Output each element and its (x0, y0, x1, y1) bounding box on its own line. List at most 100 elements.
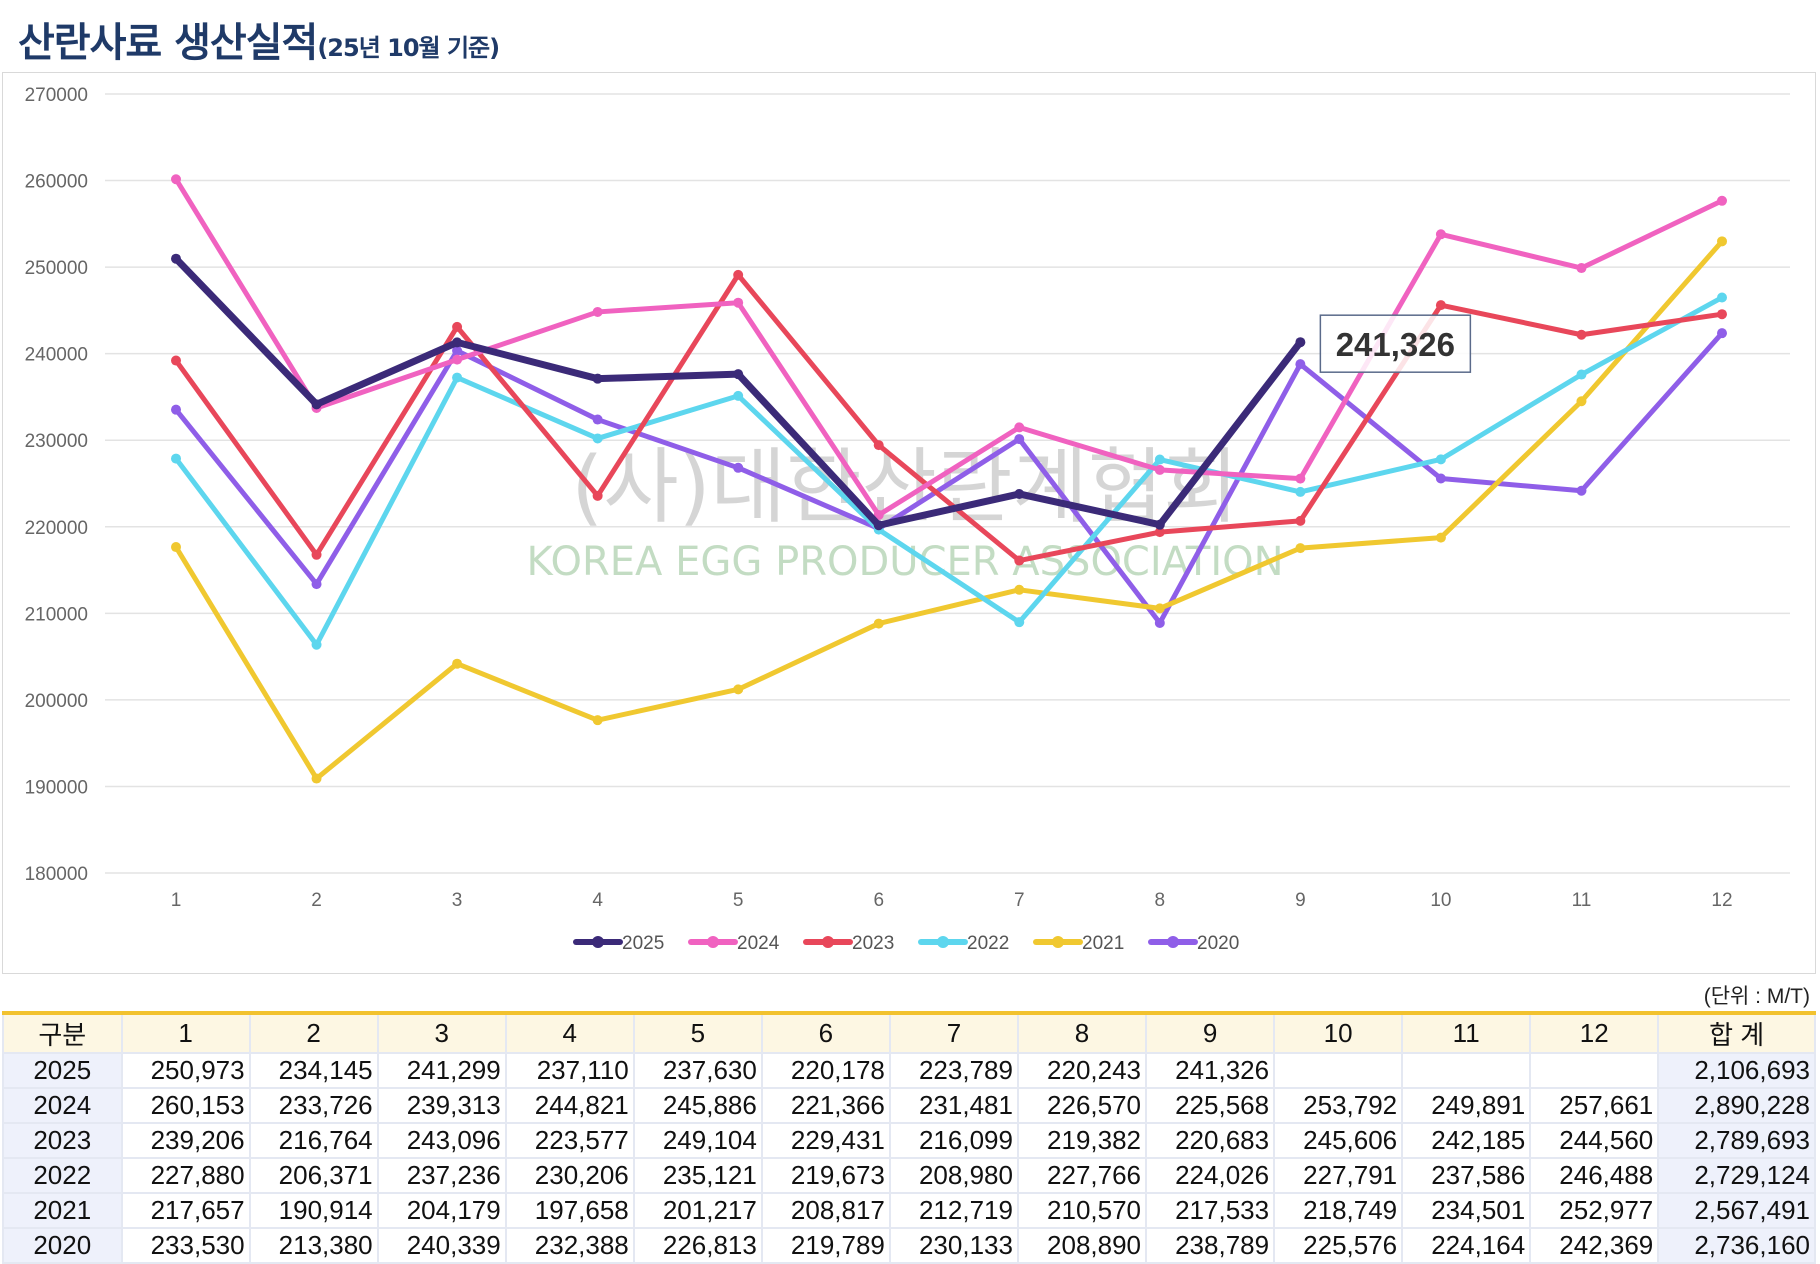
table-cell: 233,726 (248, 1087, 379, 1124)
x-tick-label: 5 (733, 890, 744, 911)
data-point-2023 (311, 549, 322, 560)
data-point-2021 (452, 658, 463, 669)
data-point-2020 (452, 345, 463, 356)
data-point-2021 (592, 715, 603, 726)
row-year-label: 2025 (2, 1052, 123, 1089)
annotation-label: 241,326 (1336, 326, 1455, 363)
y-tick-label: 200000 (25, 691, 88, 712)
table-cell: 237,110 (504, 1052, 635, 1089)
legend-label-2025: 2025 (622, 933, 664, 954)
data-table: 구분 1 2 3 4 5 6 7 8 9 10 11 12 합 계 2025 250,973 234,145 2… (2, 1011, 1816, 1264)
table-cell (1273, 1052, 1404, 1089)
data-point-2022 (311, 639, 322, 650)
data-point-2025 (1154, 519, 1165, 530)
table-cell: 245,606 (1273, 1122, 1404, 1159)
data-point-2025 (311, 399, 322, 410)
y-tick-label: 180000 (25, 864, 88, 885)
series-line-2023 (173, 272, 1723, 564)
legend-marker-2025 (592, 936, 604, 948)
data-point-2022 (1435, 454, 1446, 465)
column-header: 9 (1145, 1012, 1276, 1054)
table-cell: 201,217 (632, 1192, 763, 1229)
table-cell: 206,371 (248, 1157, 379, 1194)
data-point-2024 (452, 354, 463, 365)
table-cell: 190,914 (248, 1192, 379, 1229)
data-point-2021 (171, 542, 181, 553)
table-cell: 230,133 (888, 1227, 1019, 1264)
table-cell: 231,481 (888, 1087, 1019, 1124)
data-point-2022 (1295, 486, 1306, 497)
table-cell: 229,431 (760, 1122, 891, 1159)
table-cell: 237,630 (632, 1052, 763, 1089)
legend-marker-2023 (822, 936, 834, 948)
page-title: 산란사료 생산실적(25년 10월 기준) (18, 10, 500, 68)
table-cell: 241,326 (1145, 1052, 1276, 1089)
data-point-2024 (1717, 195, 1727, 206)
legend-marker-2021 (1052, 936, 1064, 948)
data-point-2020 (1295, 359, 1306, 370)
table-cell: 237,586 (1401, 1157, 1532, 1194)
table-header-row: 구분 1 2 3 4 5 6 7 8 9 10 11 12 합 계 (2, 1012, 1816, 1054)
row-year-label: 2020 (2, 1227, 123, 1264)
data-point-2024 (1014, 422, 1025, 433)
row-total-cell: 2,106,693 (1657, 1052, 1816, 1089)
column-header: 7 (888, 1012, 1019, 1054)
table-cell: 224,026 (1145, 1157, 1276, 1194)
x-tick-label: 1 (171, 890, 182, 911)
y-tick-label: 240000 (25, 345, 88, 366)
table-cell: 197,658 (504, 1192, 635, 1229)
data-point-2021 (1295, 543, 1306, 554)
table-cell: 219,789 (760, 1227, 891, 1264)
y-tick-label: 220000 (25, 518, 88, 539)
data-point-2023 (1295, 515, 1306, 526)
column-header: 12 (1529, 1012, 1660, 1054)
y-tick-label: 250000 (25, 258, 88, 279)
data-point-2022 (171, 453, 181, 464)
data-point-2023 (1014, 555, 1025, 566)
table-cell: 239,313 (376, 1087, 507, 1124)
x-tick-label: 2 (311, 890, 322, 911)
table-cell: 227,880 (120, 1157, 251, 1194)
data-point-2020 (1014, 434, 1025, 445)
table-cell (1529, 1052, 1660, 1089)
x-tick-label: 7 (1014, 890, 1025, 911)
column-header: 5 (632, 1012, 763, 1054)
data-point-2023 (1717, 309, 1727, 320)
data-point-2025 (1014, 488, 1025, 499)
x-tick-label: 4 (592, 890, 603, 911)
table-cell: 219,673 (760, 1157, 891, 1194)
legend-marker-2024 (707, 936, 719, 948)
column-header: 8 (1016, 1012, 1148, 1054)
series-line-2020 (174, 331, 1724, 626)
table-row: 2025 250,973 234,145 241,299 237,110 237,630 2… (2, 1052, 1816, 1089)
table-cell: 252,977 (1529, 1192, 1660, 1229)
data-point-2025 (171, 253, 181, 264)
data-point-2021 (873, 618, 884, 629)
data-point-2022 (1576, 369, 1587, 380)
column-header: 4 (504, 1012, 635, 1054)
table-cell: 242,185 (1401, 1122, 1532, 1159)
data-point-2020 (1717, 328, 1727, 339)
column-header: 합 계 (1657, 1012, 1816, 1054)
x-tick-label: 11 (1572, 890, 1592, 911)
table-cell: 237,236 (376, 1157, 507, 1194)
y-tick-label: 210000 (25, 604, 88, 625)
data-point-2021 (311, 773, 322, 784)
column-header: 11 (1401, 1012, 1532, 1054)
table-cell: 235,121 (632, 1157, 763, 1194)
legend-label-2020: 2020 (1197, 933, 1239, 954)
y-tick-label: 260000 (25, 172, 88, 193)
data-point-2023 (1154, 527, 1165, 538)
data-point-2023 (1435, 300, 1446, 311)
table-cell: 212,719 (888, 1192, 1019, 1229)
table-cell: 217,533 (1145, 1192, 1276, 1229)
table-cell: 220,683 (1145, 1122, 1276, 1159)
data-point-2024 (1295, 473, 1306, 484)
table-cell: 220,243 (1016, 1052, 1148, 1089)
table-cell: 249,104 (632, 1122, 763, 1159)
data-point-2022 (452, 372, 463, 383)
column-header: 6 (760, 1012, 891, 1054)
row-year-label: 2023 (2, 1122, 123, 1159)
legend-label-2021: 2021 (1082, 933, 1124, 954)
row-total-cell: 2,736,160 (1657, 1227, 1816, 1264)
